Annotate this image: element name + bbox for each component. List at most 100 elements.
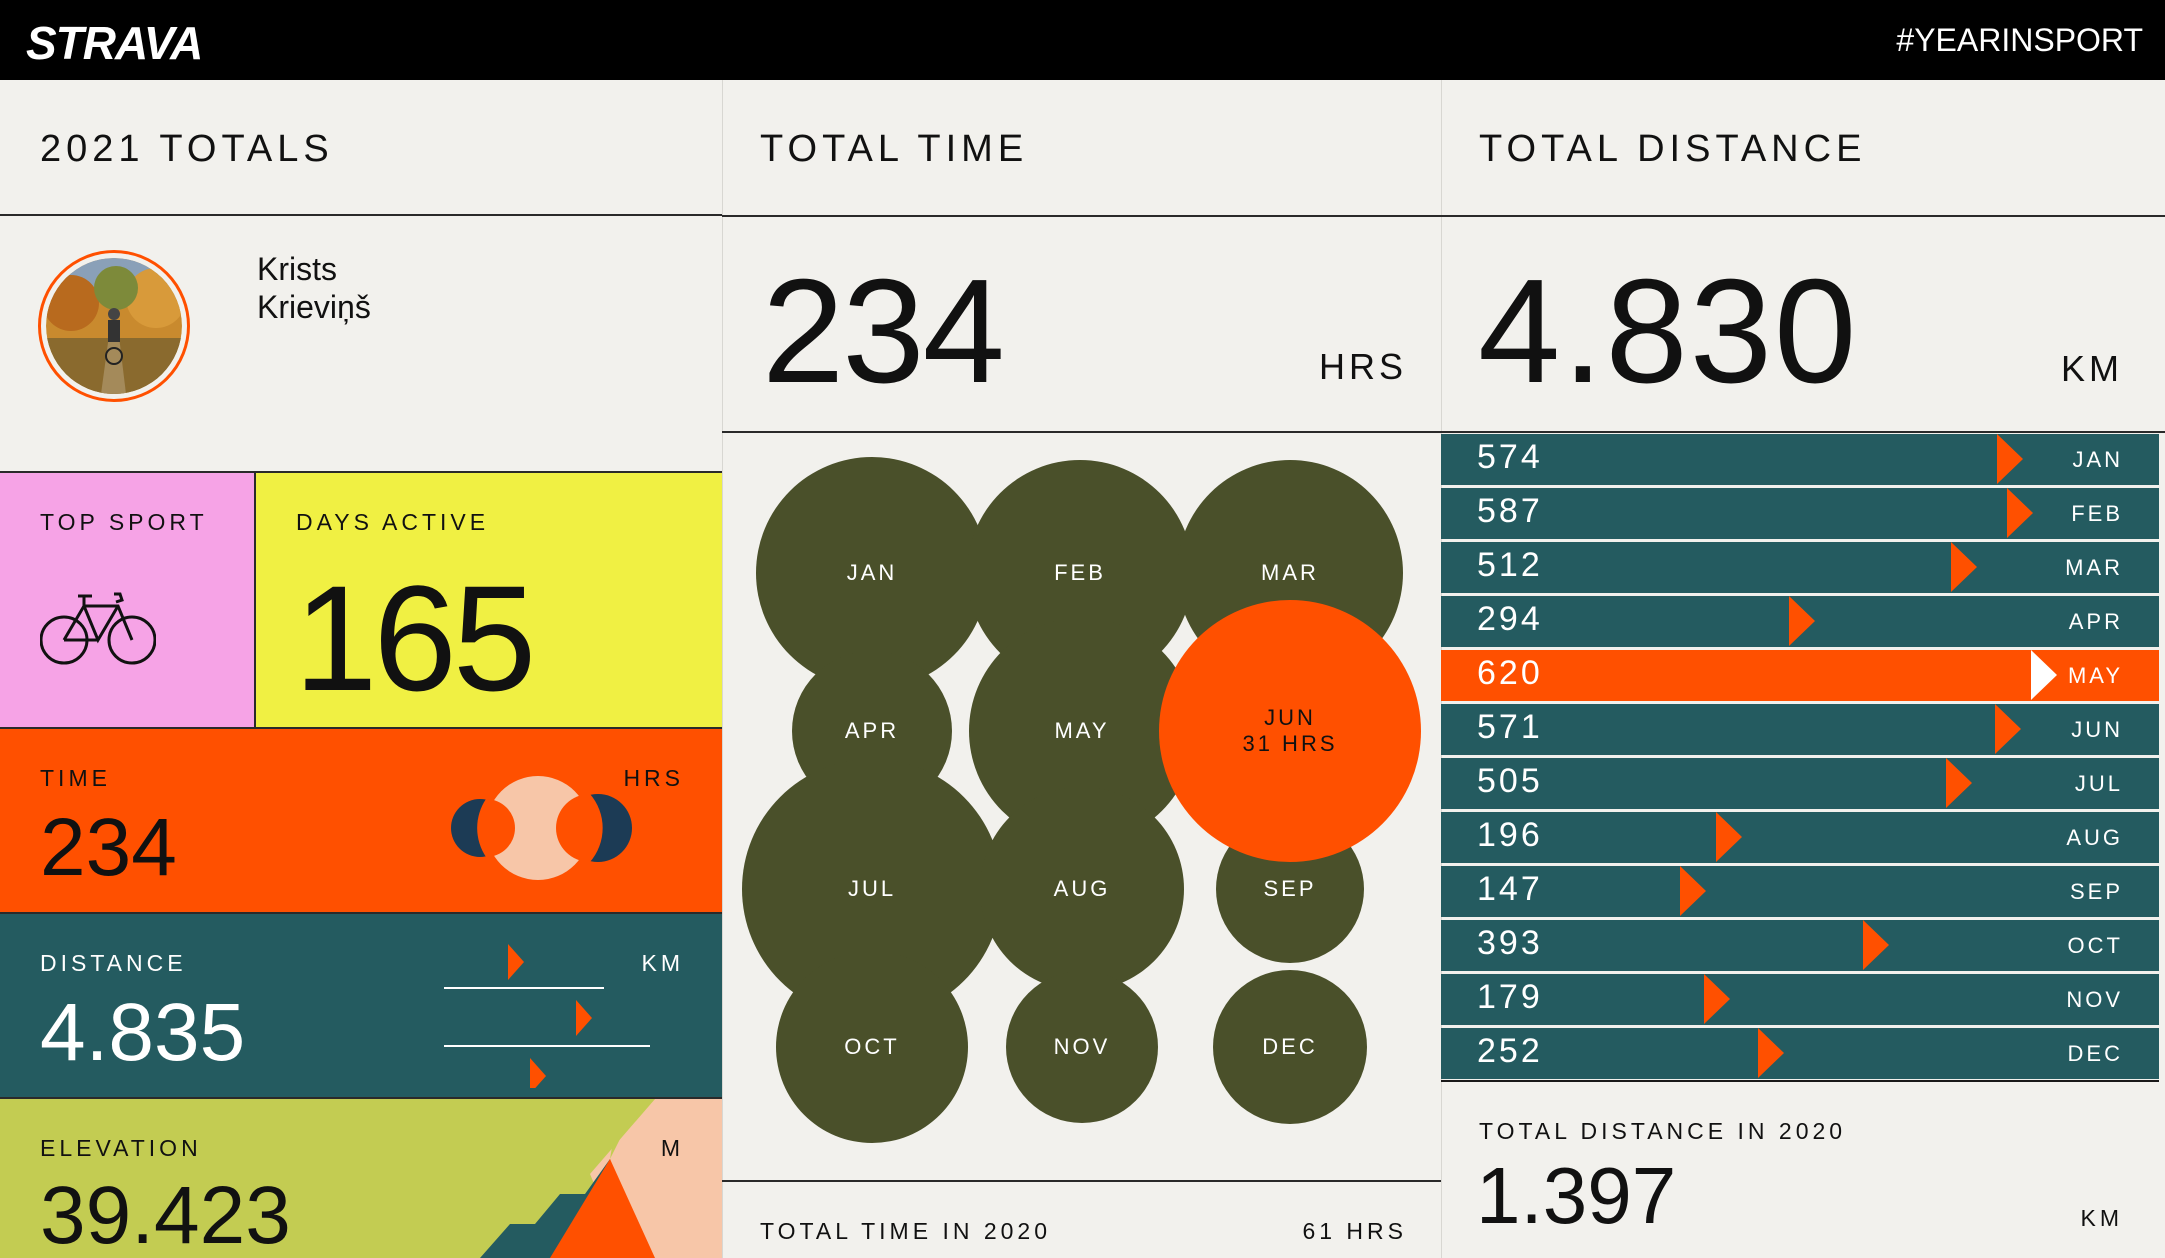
top-bar [0, 0, 2165, 80]
avatar[interactable] [38, 250, 190, 402]
total-distance-value: 4.830 [1478, 249, 1859, 414]
distance-2020-value: 1.397 [1476, 1151, 1677, 1240]
distance-bar-value: 294 [1477, 600, 1543, 638]
distance-bar-marker [1680, 866, 1707, 916]
total-distance-title: TOTAL DISTANCE [1479, 128, 1867, 170]
distance-bar-marker [1789, 596, 1816, 646]
bubble-label-sep: SEP [1263, 876, 1317, 901]
time-bubble-chart [742, 457, 1421, 1143]
divider [722, 431, 1441, 433]
distance-bar-month: DEC [2067, 1041, 2123, 1066]
distance-bar-dec[interactable]: 252 DEC [1441, 1028, 2159, 1079]
strava-logo[interactable]: STRAVA [26, 17, 203, 69]
bubble-label-oct: OCT [844, 1034, 900, 1059]
divider [0, 471, 722, 473]
distance-bar-month: AUG [2066, 825, 2123, 850]
distance-bar-oct[interactable]: 393 OCT [1441, 920, 2159, 971]
distance-label: DISTANCE [40, 950, 187, 976]
distance-bar-value: 179 [1477, 978, 1543, 1016]
distance-bar-month: JUL [2074, 771, 2123, 796]
distance-bar-value: 587 [1477, 492, 1543, 530]
top-sport-label: TOP SPORT [40, 509, 208, 535]
distance-2020-unit: KM [2080, 1205, 2123, 1231]
bubble-dec [1213, 970, 1367, 1124]
elevation-value: 39.423 [40, 1170, 291, 1258]
bubble-label-nov: NOV [1053, 1034, 1111, 1059]
distance-bar-month: NOV [2066, 987, 2123, 1012]
distance-bar-month: MAY [2067, 663, 2123, 688]
days-active-value: 165 [294, 554, 536, 722]
bubble-nov [1006, 971, 1158, 1123]
divider [1441, 1080, 2159, 1082]
bicycle-icon [40, 592, 156, 665]
distance-bar-feb[interactable]: 587 FEB [1441, 488, 2159, 539]
distance-value: 4.835 [40, 987, 246, 1078]
time-card: TIME HRS 234 [0, 729, 722, 912]
athlete-name: Krists Krieviņš [257, 250, 371, 326]
distance-bar-mar[interactable]: 512 MAR [1441, 542, 2159, 593]
distance-bar-value: 620 [1477, 654, 1543, 692]
distance-bar-value: 505 [1477, 762, 1543, 800]
distance-bar-value: 252 [1477, 1032, 1543, 1070]
athlete-last-name: Krieviņš [257, 289, 371, 325]
distance-bar-month: MAR [2065, 555, 2123, 580]
bubble-jun-month: JUN [1264, 705, 1316, 730]
distance-bar-value: 574 [1477, 438, 1543, 476]
totals-title: 2021 TOTALS [40, 128, 334, 170]
distance-card: DISTANCE KM 4.835 [0, 914, 722, 1097]
distance-bar-jun[interactable]: 571 JUN [1441, 704, 2159, 755]
days-active-label: DAYS ACTIVE [296, 509, 490, 535]
distance-2020-label: TOTAL DISTANCE IN 2020 [1479, 1118, 1847, 1144]
bubble-label-jan: JAN [846, 560, 898, 585]
distance-bar-value: 512 [1477, 546, 1543, 584]
hashtag: #YEARINSPORT [1896, 22, 2143, 58]
divider [1441, 215, 2165, 217]
bubble-jun-hours: 31 HRS [1242, 731, 1338, 756]
distance-bar-marker [1996, 434, 2023, 484]
bubble-aug [980, 787, 1184, 991]
distance-bar-nov[interactable]: 179 NOV [1441, 974, 2159, 1025]
elevation-label: ELEVATION [40, 1135, 202, 1161]
distance-bar-sep[interactable]: 147 SEP [1441, 866, 2159, 917]
divider [1441, 431, 2165, 433]
distance-bar-marker [2031, 650, 2057, 700]
distance-arrows-graphic [444, 944, 650, 1088]
avatar-photo [46, 258, 182, 394]
distance-bar-marker [1757, 1028, 1784, 1078]
bubble-jan [756, 457, 988, 689]
divider [0, 912, 722, 914]
bubble-label-may: MAY [1054, 718, 1110, 743]
bubble-jul [742, 759, 1002, 1019]
distance-bar-month: SEP [2069, 879, 2123, 904]
distance-unit: KM [641, 950, 684, 976]
distance-bar-jan[interactable]: 574 JAN [1441, 434, 2159, 485]
distance-bar-value: 196 [1477, 816, 1543, 854]
bubble-oct [776, 951, 968, 1143]
distance-bar-jul[interactable]: 505 JUL [1441, 758, 2159, 809]
distance-bar-aug[interactable]: 196 AUG [1441, 812, 2159, 863]
divider [722, 215, 1441, 217]
distance-bar-apr[interactable]: 294 APR [1441, 596, 2159, 647]
total-time-title: TOTAL TIME [760, 128, 1029, 170]
distance-bar-marker [1945, 758, 1972, 808]
time-label: TIME [40, 765, 111, 791]
distance-bar-month: OCT [2067, 933, 2123, 958]
time-value: 234 [40, 802, 177, 893]
bubble-label-jul: JUL [847, 876, 897, 901]
total-time-unit: HRS [1318, 346, 1407, 387]
distance-bar-marker [2006, 488, 2033, 538]
distance-bar-may[interactable]: 620 MAY [1441, 650, 2159, 701]
total-distance-unit: KM [2061, 348, 2123, 389]
bubble-label-mar: MAR [1261, 560, 1319, 585]
time-unit: HRS [623, 765, 684, 791]
monthly-time-bubbles: JAN FEB MAR APR MAY JUN 31 HRS JUL AUG S… [722, 433, 1441, 1180]
divider [0, 1097, 722, 1099]
bubble-jun [1159, 600, 1421, 862]
distance-bar-value: 571 [1477, 708, 1543, 746]
time-2020-label: TOTAL TIME IN 2020 [760, 1218, 1052, 1244]
distance-bar-value: 147 [1477, 870, 1543, 908]
bubble-label-apr: APR [844, 718, 900, 743]
elevation-unit: M [660, 1135, 684, 1161]
distance-bar-month: JUN [2071, 717, 2123, 742]
athlete-first-name: Krists [257, 251, 337, 287]
